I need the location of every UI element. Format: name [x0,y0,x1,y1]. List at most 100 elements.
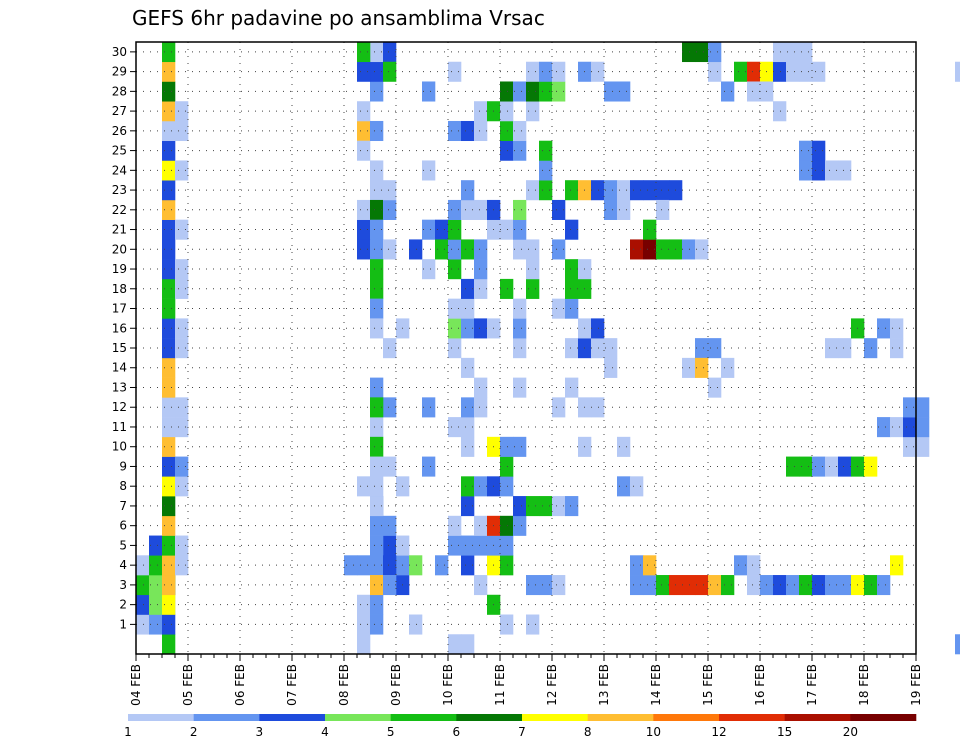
heatmap-cell [591,318,605,339]
y-tick-label: 2 [119,598,127,612]
heatmap-cell [916,417,930,438]
heatmap-cell [812,140,826,161]
heatmap-cell [422,160,436,181]
heatmap-cell [370,61,384,82]
heatmap-cell [916,397,930,418]
heatmap-cell [448,239,462,260]
heatmap-cell [383,199,397,220]
heatmap-cell [552,81,566,102]
heatmap-cell [630,575,644,596]
heatmap-cell [500,101,514,122]
y-tick-label: 13 [112,380,127,394]
x-tick-label: 09 FEB [389,664,403,706]
heatmap-cell [383,61,397,82]
heatmap-cell [435,219,449,240]
heatmap-cell [721,357,735,378]
heatmap-cell [864,338,878,359]
heatmap-cell [175,278,189,299]
colorbar-label: 3 [256,725,264,739]
heatmap-cell [448,298,462,319]
y-tick-label: 29 [112,65,127,79]
heatmap-cell [474,278,488,299]
heatmap-cell [162,594,176,615]
heatmap-cell [175,219,189,240]
heatmap-cell [877,575,891,596]
heatmap-cell [162,555,176,576]
heatmap-cell [474,476,488,497]
heatmap-cell [357,61,371,82]
colorbar-swatch [456,714,523,721]
heatmap-cell [162,140,176,161]
heatmap-cell [526,259,540,280]
heatmap-cell [370,476,384,497]
colorbar-swatch [259,714,326,721]
heatmap-cell [357,140,371,161]
heatmap-cell [812,61,826,82]
heatmap-cell [513,318,527,339]
heatmap-cell [838,575,852,596]
heatmap-cell [474,377,488,398]
heatmap-cell [513,199,527,220]
x-tick-label: 16 FEB [753,664,767,706]
heatmap-cell [162,496,176,517]
heatmap-cell [162,61,176,82]
heatmap-cell [682,42,696,63]
heatmap-cell [812,456,826,477]
heatmap-cell [175,555,189,576]
heatmap-cell [162,476,176,497]
heatmap-cell [526,278,540,299]
heatmap-cell [175,160,189,181]
heatmap-cell [643,219,657,240]
heatmap-cell [370,120,384,142]
heatmap-cell [565,219,579,240]
colorbar-swatch [128,714,194,721]
colorbar-label: 6 [453,725,461,739]
y-tick-label: 17 [112,302,127,316]
heatmap-cell [448,120,462,142]
x-tick-label: 11 FEB [493,664,507,706]
heatmap-cell [565,338,579,359]
y-tick-label: 19 [112,262,127,276]
x-tick-label: 17 FEB [805,664,819,706]
heatmap-cell [461,555,475,576]
y-tick-label: 10 [112,440,127,454]
heatmap-cell [552,496,566,517]
heatmap-cell [838,338,852,359]
heatmap-cell [552,575,566,596]
colorbar-swatch [850,714,917,721]
heatmap-cell [539,140,553,161]
heatmap-cell [747,555,761,576]
y-tick-label: 8 [119,479,127,493]
heatmap-cell [448,417,462,438]
heatmap-cell [864,575,878,596]
heatmap-cell [500,436,514,457]
heatmap-cell [136,575,150,596]
heatmap-cell [448,199,462,220]
heatmap-cell [643,239,657,260]
heatmap-cell [513,436,527,457]
heatmap-cell [812,160,826,181]
heatmap-cell [461,278,475,299]
heatmap-cell [838,160,852,181]
heatmap-cell [448,535,462,556]
heatmap-cell [474,397,488,418]
heatmap-cell [175,120,189,142]
heatmap-cell [526,614,540,635]
y-tick-label: 9 [119,459,127,473]
heatmap-cell [370,239,384,260]
heatmap-cell [500,219,514,240]
heatmap-cell [162,634,176,655]
heatmap-cell [643,555,657,576]
heatmap-cell [630,476,644,497]
heatmap-cell [175,456,189,477]
heatmap-cells [136,42,960,655]
heatmap-cell [162,81,176,102]
y-tick-label: 27 [112,104,127,118]
x-tick-label: 08 FEB [337,664,351,706]
colorbar-swatch [653,714,720,721]
heatmap-cell [513,140,527,161]
y-tick-label: 28 [112,84,127,98]
heatmap-cell [500,555,514,576]
colorbar-swatch [390,714,457,721]
